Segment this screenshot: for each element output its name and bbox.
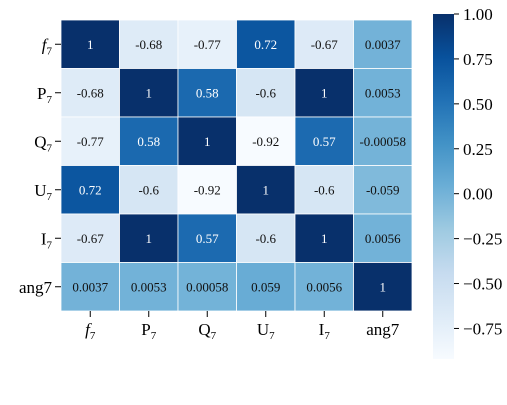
heatmap-cell-r3-c2 [177, 165, 237, 215]
cell-annotation-r2-c5: -0.00058 [359, 134, 406, 149]
cell-annotation-r0-c3: 0.72 [254, 37, 277, 52]
heatmap-cell-r3-c3 [236, 165, 296, 215]
heatmap-cell-r0-c1 [119, 19, 179, 69]
heatmap-cell-r0-c3 [236, 19, 296, 69]
cell-annotation-r5-c0: 0.0037 [72, 279, 108, 294]
cell-annotation-r2-c3: -0.92 [252, 134, 279, 149]
x-tick-label-5: ang7 [366, 320, 400, 339]
colorbar-tick-label-2: 0.50 [463, 95, 493, 114]
y-tick-label-5: ang7 [19, 278, 53, 297]
cell-annotation-r0-c0: 1 [87, 37, 94, 52]
cell-annotation-r1-c3: -0.6 [255, 85, 276, 100]
heatmap-cells [60, 19, 413, 312]
heatmap-cell-r5-c5 [353, 262, 413, 312]
y-tick-label-2: Q7 [34, 132, 52, 154]
cell-annotation-r4-c5: 0.0056 [365, 231, 401, 246]
y-tick-label-3: U7 [34, 181, 52, 203]
cell-annotation-r1-c1: 1 [146, 85, 153, 100]
cell-annotation-r3-c3: 1 [263, 182, 270, 197]
heatmap-cell-r4-c0 [60, 213, 120, 263]
cell-annotation-r3-c4: -0.6 [314, 182, 335, 197]
cell-annotation-r0-c1: -0.68 [135, 37, 162, 52]
cell-annotation-r1-c5: 0.0053 [365, 85, 401, 100]
heatmap-cell-r2-c4 [294, 116, 354, 166]
cell-annotation-r4-c0: -0.67 [77, 231, 105, 246]
cell-annotation-r5-c1: 0.0053 [131, 279, 167, 294]
y-tick-label-1: P7 [37, 84, 52, 106]
cell-annotation-r3-c1: -0.6 [138, 182, 159, 197]
colorbar-tick-label-3: 0.25 [463, 140, 493, 159]
cell-annotation-r0-c4: -0.67 [311, 37, 339, 52]
heatmap-cell-r4-c2 [177, 213, 237, 263]
colorbar: 1.00 0.75 0.50 0.25 0.00 −0.25 −0.50 −0.75 [433, 5, 502, 359]
x-tick-label-2: Q7 [198, 320, 216, 342]
cell-annotation-r1-c2: 0.58 [196, 85, 219, 100]
heatmap-cell-r2-c5 [353, 116, 413, 166]
colorbar-tick-label-5: −0.25 [463, 230, 502, 249]
cell-annotation-r4-c4: 1 [321, 231, 328, 246]
cell-annotation-r1-c4: 1 [321, 85, 328, 100]
colorbar-tick-label-4: 0.00 [463, 185, 493, 204]
heatmap-cell-r5-c0 [60, 262, 120, 312]
cell-annotation-r2-c2: 1 [204, 134, 211, 149]
x-tick-label-0: f7 [85, 320, 96, 342]
heatmap-cell-r0-c0 [60, 19, 120, 69]
y-tick-label-0: f7 [42, 35, 53, 57]
cell-annotation-r2-c1: 0.58 [137, 134, 160, 149]
heatmap-cell-r1-c5 [353, 68, 413, 118]
heatmap-cell-r3-c1 [119, 165, 179, 215]
heatmap-cell-r3-c4 [294, 165, 354, 215]
cell-annotation-r0-c5: 0.0037 [365, 37, 401, 52]
colorbar-tick-label-0: 1.00 [463, 5, 493, 24]
cell-annotation-r5-c4: 0.0056 [306, 279, 342, 294]
cell-annotation-r4-c3: -0.6 [255, 231, 276, 246]
cell-annotation-r5-c2: 0.00058 [186, 279, 228, 294]
cell-annotation-r5-c3: 0.059 [251, 279, 280, 294]
heatmap-cell-r1-c3 [236, 68, 296, 118]
heatmap-cell-r4-c5 [353, 213, 413, 263]
heatmap-cell-r3-c0 [60, 165, 120, 215]
cell-annotation-r2-c4: 0.57 [313, 134, 336, 149]
cell-annotation-r5-c5: 1 [380, 279, 387, 294]
colorbar-tick-label-7: −0.75 [463, 319, 502, 338]
heatmap-cell-r3-c5 [353, 165, 413, 215]
x-tick-label-4: I7 [319, 320, 331, 342]
y-axis: f7 P7 Q7 U7 I7 ang7 [19, 35, 61, 297]
cell-annotation-r4-c1: 1 [146, 231, 153, 246]
cell-annotation-r3-c5: -0.059 [366, 182, 400, 197]
colorbar-gradient [433, 14, 454, 359]
heatmap-cell-r4-c4 [294, 213, 354, 263]
cell-annotation-r1-c0: -0.68 [77, 85, 104, 100]
y-tick-label-4: I7 [41, 229, 53, 251]
colorbar-tick-label-6: −0.50 [463, 275, 502, 294]
heatmap-cell-r2-c3 [236, 116, 296, 166]
cell-annotation-r2-c0: -0.77 [77, 134, 105, 149]
heatmap-cell-r4-c3 [236, 213, 296, 263]
heatmap-cell-labels: 1 -0.68 -0.77 0.72 -0.67 0.0037 -0.68 1 0.58 -0.6… [72, 37, 406, 295]
x-tick-label-3: U7 [257, 320, 275, 342]
heatmap-cell-r1-c1 [119, 68, 179, 118]
x-tick-label-1: P7 [141, 320, 156, 342]
heatmap-cell-r2-c1 [119, 116, 179, 166]
x-axis: f7 P7 Q7 U7 I7 ang7 [85, 311, 400, 342]
cell-annotation-r0-c2: -0.77 [194, 37, 222, 52]
cell-annotation-r4-c2: 0.57 [196, 231, 219, 246]
cell-annotation-r3-c2: -0.92 [194, 182, 221, 197]
colorbar-tick-label-1: 0.75 [463, 50, 493, 69]
cell-annotation-r3-c0: 0.72 [79, 182, 102, 197]
heatmap-cell-r0-c2 [177, 19, 237, 69]
heatmap-cell-r0-c5 [353, 19, 413, 69]
